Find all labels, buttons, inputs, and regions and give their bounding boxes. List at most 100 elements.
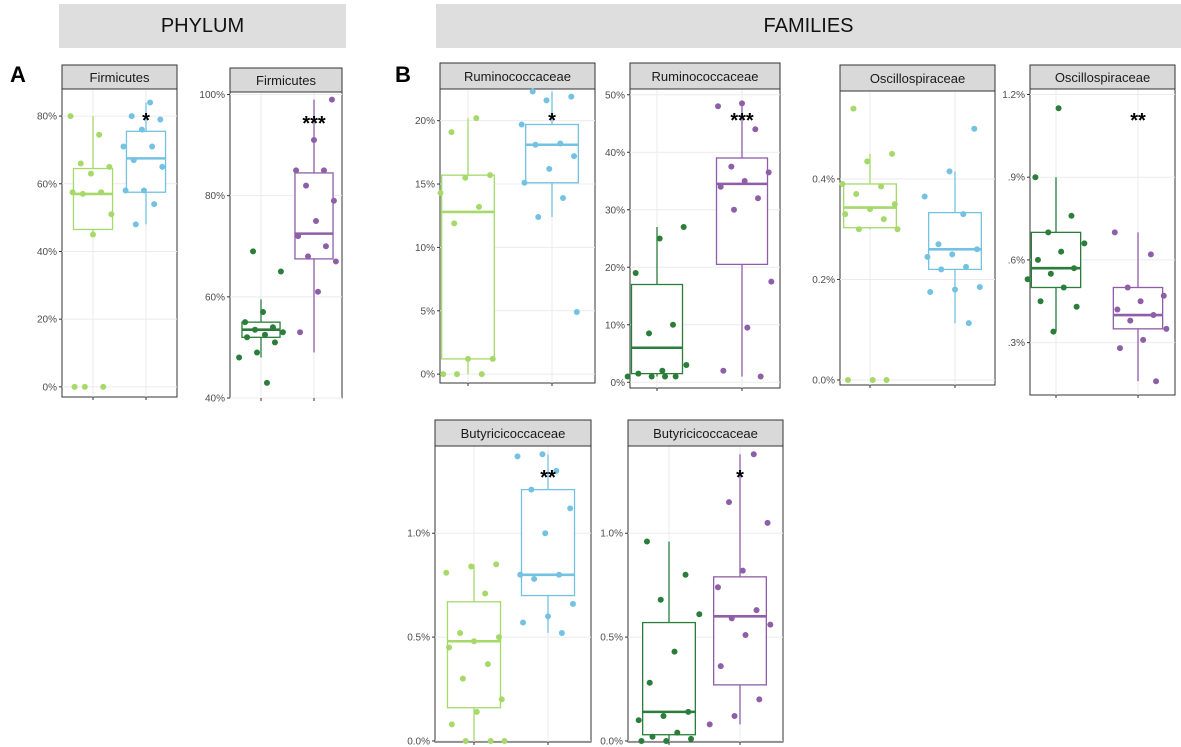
y-tick-label: .9%: [1008, 173, 1025, 184]
data-point: [71, 383, 78, 390]
data-point: [453, 371, 460, 378]
boxplot-group-2: [293, 96, 339, 353]
data-point: [261, 331, 268, 338]
data-point: [891, 201, 898, 208]
data-point: [517, 571, 524, 578]
boxplot-group-2: [1111, 229, 1170, 385]
data-point: [303, 182, 310, 189]
data-point: [138, 126, 145, 133]
data-point: [459, 675, 466, 682]
data-point: [130, 157, 137, 164]
data-point: [1068, 212, 1075, 219]
data-point: [894, 226, 901, 233]
data-point: [487, 172, 494, 179]
data-point: [252, 326, 259, 333]
data-point: [90, 231, 96, 238]
data-point: [752, 126, 759, 133]
data-point: [69, 189, 76, 196]
y-tick-label: 20%: [605, 263, 625, 274]
data-point: [471, 638, 477, 645]
phylum-header: PHYLUM: [59, 4, 346, 48]
data-point: [742, 632, 749, 639]
data-point: [1116, 345, 1123, 352]
y-tick-label: 1.2%: [1002, 90, 1025, 101]
data-point: [535, 213, 542, 220]
data-point: [79, 190, 86, 197]
data-point: [520, 619, 527, 626]
data-point: [1058, 248, 1065, 255]
y-tick-label: 60%: [37, 179, 57, 190]
data-point: [1153, 378, 1160, 385]
boxplot-group-1: [236, 248, 286, 386]
data-point: [750, 451, 757, 458]
data-point: [757, 373, 764, 380]
data-point: [1024, 276, 1031, 283]
facet-strip-label: Oscillospiraceae: [870, 71, 965, 86]
data-point: [965, 320, 972, 327]
data-point: [869, 376, 876, 383]
facet-panel-6: Oscillospiraceae .3% .6% .9% 1.2% **: [1002, 64, 1176, 398]
data-point: [878, 183, 885, 190]
iqr-box: [520, 488, 576, 597]
data-point: [935, 241, 942, 248]
data-point: [768, 278, 775, 285]
significance-marker: **: [1130, 110, 1146, 132]
data-point: [529, 88, 536, 95]
data-point: [87, 170, 94, 177]
y-tick-label: 1.0%: [600, 529, 623, 540]
boxplot-group-1: [437, 115, 496, 378]
data-point: [501, 737, 508, 744]
data-point: [568, 93, 575, 100]
data-point: [259, 309, 266, 316]
data-point: [669, 321, 676, 328]
data-point: [889, 150, 896, 157]
data-point: [489, 355, 496, 362]
data-point: [938, 266, 945, 273]
data-point: [952, 286, 958, 293]
panel-b-label: B: [395, 62, 411, 87]
iqr-box: [843, 183, 898, 229]
y-tick-label: .6%: [1008, 255, 1025, 266]
panel-frame: [1029, 64, 1176, 396]
data-point: [688, 735, 695, 742]
data-point: [437, 189, 444, 196]
boxplot-group-1: [1024, 105, 1088, 335]
data-point: [293, 167, 300, 174]
data-point: [974, 246, 981, 253]
data-point: [646, 679, 653, 686]
facet-strip-label: Firmicutes: [256, 73, 316, 88]
data-point: [754, 195, 761, 202]
data-point: [632, 270, 639, 276]
data-point: [765, 169, 772, 176]
data-point: [720, 367, 727, 374]
data-point: [1137, 298, 1144, 305]
data-point: [657, 596, 664, 603]
y-tick-label: 0.0%: [812, 375, 835, 386]
iqr-box: [446, 601, 502, 709]
data-point: [728, 163, 735, 170]
data-point: [147, 99, 154, 106]
y-tick-label: 0.5%: [407, 633, 430, 644]
y-tick-label: 50%: [605, 90, 625, 101]
data-point: [539, 451, 546, 458]
facet-strip: [629, 62, 781, 90]
data-point: [731, 206, 738, 213]
facet-strip: [439, 62, 596, 90]
data-point: [311, 137, 317, 144]
data-point: [739, 100, 745, 107]
iqr-box: [928, 211, 983, 271]
y-tick-label: 60%: [205, 292, 225, 303]
data-point: [744, 324, 751, 331]
data-point: [635, 370, 642, 377]
facet-strip: [229, 67, 343, 93]
data-point: [571, 153, 578, 160]
data-point: [643, 538, 650, 545]
data-point: [1050, 328, 1057, 335]
data-point: [532, 141, 539, 148]
data-point: [839, 180, 846, 187]
data-point: [106, 163, 113, 170]
data-point: [473, 708, 480, 715]
data-point: [921, 193, 928, 200]
data-point: [314, 288, 321, 295]
data-point: [1047, 270, 1054, 277]
